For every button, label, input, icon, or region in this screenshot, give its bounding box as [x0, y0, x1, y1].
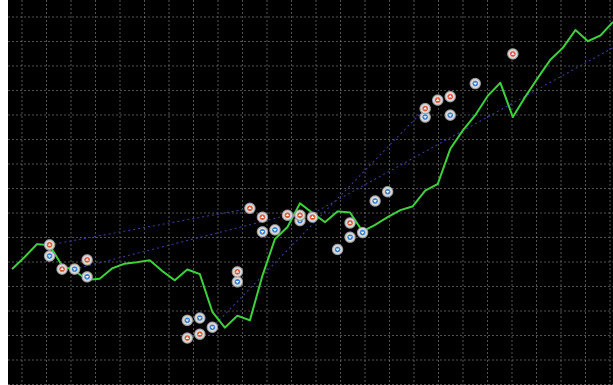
- trade-links: [49, 47, 613, 328]
- buy-marker[interactable]: [81, 271, 93, 283]
- buy-marker[interactable]: [369, 195, 381, 207]
- buy-marker-arrow-icon: [210, 326, 215, 329]
- sell-marker[interactable]: [306, 211, 319, 223]
- buy-marker-arrow-icon: [72, 268, 77, 271]
- buy-marker-arrow-icon: [360, 231, 365, 235]
- buy-marker[interactable]: [256, 226, 269, 238]
- sell-marker[interactable]: [344, 217, 356, 229]
- sell-marker-arrow-icon: [511, 52, 515, 55]
- grid: [8, 0, 613, 385]
- sell-marker-arrow-icon: [260, 215, 265, 218]
- buy-marker-arrow-icon: [235, 281, 240, 284]
- sell-marker[interactable]: [419, 102, 431, 115]
- sell-marker[interactable]: [256, 211, 269, 223]
- buy-marker[interactable]: [43, 250, 56, 262]
- sell-marker-arrow-icon: [310, 215, 315, 218]
- buy-marker[interactable]: [381, 186, 394, 198]
- buy-marker-arrow-icon: [260, 230, 265, 234]
- sell-marker[interactable]: [56, 263, 68, 275]
- sell-marker-arrow-icon: [448, 95, 453, 98]
- sell-marker[interactable]: [194, 328, 206, 340]
- sell-marker-arrow-icon: [348, 221, 352, 224]
- buy-marker-arrow-icon: [198, 317, 202, 320]
- buy-marker[interactable]: [68, 263, 81, 275]
- sell-marker[interactable]: [43, 239, 56, 251]
- sell-marker-arrow-icon: [85, 258, 89, 261]
- sell-marker[interactable]: [181, 332, 193, 344]
- sell-marker[interactable]: [244, 202, 256, 214]
- buy-marker[interactable]: [231, 276, 244, 288]
- buy-marker[interactable]: [356, 226, 369, 239]
- buy-marker-arrow-icon: [423, 116, 427, 119]
- buy-marker[interactable]: [194, 312, 206, 324]
- buy-marker-arrow-icon: [473, 82, 478, 86]
- chart-area: [8, 0, 613, 385]
- sell-marker[interactable]: [432, 94, 444, 106]
- buy-marker-arrow-icon: [273, 229, 277, 232]
- sell-marker-arrow-icon: [435, 98, 440, 101]
- sell-marker-arrow-icon: [235, 270, 240, 273]
- buy-marker-arrow-icon: [85, 276, 89, 279]
- buy-marker[interactable]: [444, 109, 456, 121]
- buy-marker[interactable]: [331, 243, 344, 256]
- sell-marker[interactable]: [81, 254, 93, 266]
- buy-marker-arrow-icon: [385, 190, 390, 194]
- sell-marker-arrow-icon: [185, 336, 190, 339]
- buy-marker[interactable]: [419, 111, 431, 123]
- sell-marker-arrow-icon: [248, 206, 252, 210]
- buy-marker-arrow-icon: [185, 319, 190, 322]
- sell-marker-arrow-icon: [285, 213, 290, 217]
- buy-marker[interactable]: [469, 77, 481, 90]
- sell-marker[interactable]: [444, 90, 456, 103]
- sell-marker-arrow-icon: [60, 267, 64, 270]
- buy-marker[interactable]: [344, 231, 356, 243]
- buy-marker-arrow-icon: [47, 255, 52, 258]
- sell-marker[interactable]: [231, 266, 244, 278]
- trade-link: [211, 108, 426, 328]
- buy-marker[interactable]: [269, 224, 281, 236]
- price-chart: [8, 0, 613, 385]
- buy-marker-arrow-icon: [335, 248, 340, 252]
- plot-background: [8, 0, 613, 385]
- sell-marker-arrow-icon: [198, 332, 202, 335]
- sell-marker[interactable]: [281, 209, 294, 221]
- sell-marker-arrow-icon: [47, 243, 52, 246]
- sell-marker[interactable]: [507, 48, 519, 60]
- buy-marker-arrow-icon: [348, 236, 352, 239]
- buy-marker-arrow-icon: [448, 114, 453, 117]
- trade-link: [49, 207, 250, 246]
- trade-link: [74, 214, 288, 270]
- trade-markers: [43, 48, 519, 344]
- buy-marker[interactable]: [181, 314, 193, 327]
- sell-marker[interactable]: [294, 209, 306, 221]
- buy-marker[interactable]: [206, 321, 219, 333]
- buy-marker-arrow-icon: [373, 200, 377, 203]
- sell-marker-arrow-icon: [423, 106, 427, 110]
- sell-marker-arrow-icon: [298, 213, 302, 217]
